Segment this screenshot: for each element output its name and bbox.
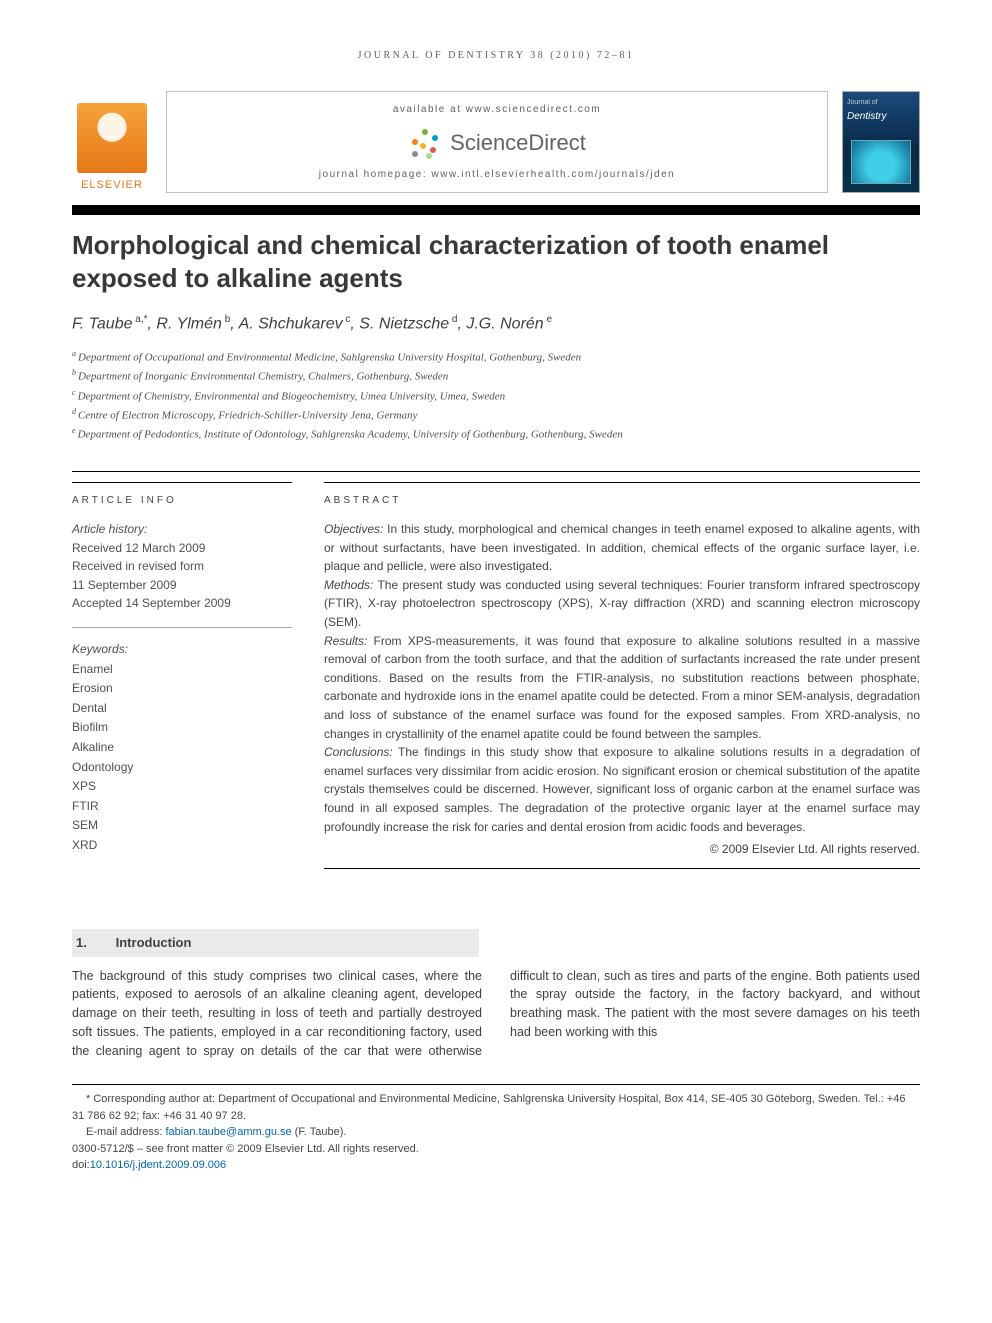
keyword: Erosion bbox=[72, 679, 292, 698]
keyword: SEM bbox=[72, 816, 292, 835]
sd-dot bbox=[412, 151, 418, 157]
intro-heading: 1. Introduction bbox=[72, 929, 479, 957]
sd-dot bbox=[426, 153, 432, 159]
email-label: E-mail address: bbox=[86, 1126, 165, 1138]
abstract-text: The present study was conducted using se… bbox=[324, 578, 920, 629]
intro-body: The background of this study comprises t… bbox=[72, 967, 920, 1061]
sd-dots-icon bbox=[408, 125, 442, 159]
keyword: FTIR bbox=[72, 797, 292, 816]
sd-dot bbox=[432, 135, 438, 141]
article-info-heading: ARTICLE INFO bbox=[72, 482, 292, 508]
keyword: Enamel bbox=[72, 660, 292, 679]
footnotes: * Corresponding author at: Department of… bbox=[72, 1084, 920, 1174]
keyword: Alkaline bbox=[72, 738, 292, 757]
keyword: Dental bbox=[72, 699, 292, 718]
sd-dot bbox=[430, 147, 436, 153]
available-text: available at www.sciencedirect.com bbox=[393, 102, 601, 117]
abstract-text: From XPS-measurements, it was found that… bbox=[324, 634, 920, 741]
sd-dot bbox=[422, 129, 428, 135]
corresponding-author: * Corresponding author at: Department of… bbox=[72, 1091, 920, 1124]
title-top-bar bbox=[72, 205, 920, 215]
affiliation-line: dCentre of Electron Microscopy, Friedric… bbox=[72, 406, 920, 424]
abstract-text: The findings in this study show that exp… bbox=[324, 745, 920, 833]
author-list: F. Taube a,*, R. Ylmén b, A. Shchukarev … bbox=[72, 312, 920, 336]
email-line: E-mail address: fabian.taube@amm.gu.se (… bbox=[72, 1124, 920, 1141]
intro-heading-text: Introduction bbox=[116, 935, 192, 950]
email-link[interactable]: fabian.taube@amm.gu.se bbox=[165, 1126, 291, 1138]
keywords-label: Keywords: bbox=[72, 640, 292, 659]
introduction-section: 1. Introduction The background of this s… bbox=[72, 929, 920, 1060]
elsevier-tree-icon bbox=[77, 103, 147, 173]
abstract-copyright: © 2009 Elsevier Ltd. All rights reserved… bbox=[324, 840, 920, 858]
doi-line: doi:10.1016/j.jdent.2009.09.006 bbox=[72, 1157, 920, 1174]
doi-link[interactable]: 10.1016/j.jdent.2009.09.006 bbox=[90, 1159, 226, 1171]
doi-label: doi: bbox=[72, 1159, 90, 1171]
sd-dot bbox=[412, 139, 418, 145]
abstract-column: ABSTRACT Objectives: In this study, morp… bbox=[324, 482, 920, 869]
history-line: 11 September 2009 bbox=[72, 576, 292, 595]
sd-dot bbox=[420, 143, 426, 149]
abstract-section: Objectives: In this study, morphological… bbox=[324, 520, 920, 576]
abstract-body: Objectives: In this study, morphological… bbox=[324, 520, 920, 836]
abstract-label: Objectives: bbox=[324, 522, 383, 536]
affiliation-line: aDepartment of Occupational and Environm… bbox=[72, 348, 920, 366]
affiliations: aDepartment of Occupational and Environm… bbox=[72, 348, 920, 443]
keyword: XPS bbox=[72, 777, 292, 796]
header-center: available at www.sciencedirect.com Scien… bbox=[166, 91, 828, 193]
journal-cover-thumb: Journal of Dentistry bbox=[842, 91, 920, 193]
info-abstract-row: ARTICLE INFO Article history: Received 1… bbox=[72, 482, 920, 869]
abstract-label: Results: bbox=[324, 634, 367, 648]
cover-supertitle: Journal of bbox=[847, 98, 915, 109]
keyword: Biofilm bbox=[72, 718, 292, 737]
info-divider bbox=[72, 627, 292, 628]
article-title: Morphological and chemical characterizat… bbox=[72, 229, 920, 294]
keyword: Odontology bbox=[72, 758, 292, 777]
abstract-section: Methods: The present study was conducted… bbox=[324, 576, 920, 632]
affil-bottom-rule bbox=[72, 471, 920, 472]
intro-number: 1. bbox=[76, 933, 112, 953]
elsevier-wordmark: ELSEVIER bbox=[81, 177, 143, 194]
sciencedirect-logo: ScienceDirect bbox=[408, 125, 586, 159]
abstract-heading: ABSTRACT bbox=[324, 482, 920, 508]
masthead: ELSEVIER available at www.sciencedirect.… bbox=[72, 91, 920, 193]
homepage-text: journal homepage: www.intl.elsevierhealt… bbox=[319, 167, 675, 182]
abstract-section: Results: From XPS-measurements, it was f… bbox=[324, 632, 920, 744]
abstract-bottom-rule bbox=[324, 868, 920, 869]
abstract-label: Conclusions: bbox=[324, 745, 393, 759]
issn-line: 0300-5712/$ – see front matter © 2009 El… bbox=[72, 1141, 920, 1158]
running-head: JOURNAL OF DENTISTRY 38 (2010) 72–81 bbox=[72, 48, 920, 63]
history-line: Received in revised form bbox=[72, 557, 292, 576]
affiliation-line: cDepartment of Chemistry, Environmental … bbox=[72, 387, 920, 405]
abstract-text: In this study, morphological and chemica… bbox=[324, 522, 920, 573]
history-label: Article history: bbox=[72, 520, 292, 539]
abstract-label: Methods: bbox=[324, 578, 373, 592]
history-line: Accepted 14 September 2009 bbox=[72, 594, 292, 613]
elsevier-logo: ELSEVIER bbox=[72, 91, 152, 193]
sd-wordmark: ScienceDirect bbox=[450, 126, 586, 159]
keywords-block: Keywords: EnamelErosionDentalBiofilmAlka… bbox=[72, 640, 292, 855]
abstract-section: Conclusions: The findings in this study … bbox=[324, 743, 920, 836]
article-info-column: ARTICLE INFO Article history: Received 1… bbox=[72, 482, 292, 869]
affiliation-line: eDepartment of Pedodontics, Institute of… bbox=[72, 425, 920, 443]
cover-art-icon bbox=[851, 140, 911, 184]
article-history: Article history: Received 12 March 2009R… bbox=[72, 520, 292, 613]
affiliation-line: bDepartment of Inorganic Environmental C… bbox=[72, 367, 920, 385]
email-tail: (F. Taube). bbox=[292, 1126, 347, 1138]
cover-title: Dentistry bbox=[847, 109, 915, 124]
keyword: XRD bbox=[72, 836, 292, 855]
history-line: Received 12 March 2009 bbox=[72, 539, 292, 558]
